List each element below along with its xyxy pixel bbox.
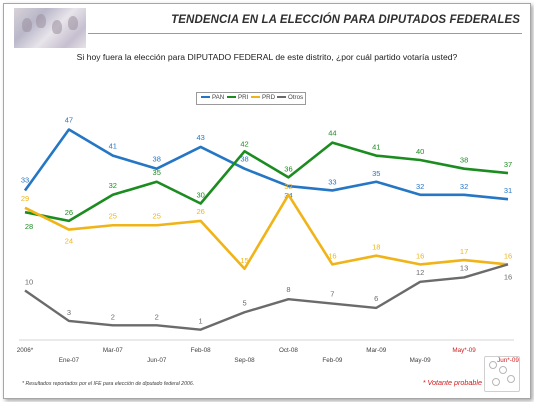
x-tick-jun-07: Jun-07 xyxy=(147,357,167,364)
legend-label-pri: PRI xyxy=(238,94,249,101)
legend-swatch-pan xyxy=(201,96,210,99)
data-label-pan-sep-08: 38 xyxy=(240,155,248,164)
title-underline xyxy=(88,33,522,34)
data-label-otros-ene-07: 3 xyxy=(67,308,71,317)
data-label-pri-may-09: 38 xyxy=(460,156,468,165)
x-tick-sep-08: Sep-08 xyxy=(234,357,255,364)
chart-title: TENDENCIA EN LA ELECCIÓN PARA DIPUTADOS … xyxy=(171,14,520,26)
legend-label-pan: PAN xyxy=(212,94,225,101)
data-label-pri-mar-09: 41 xyxy=(372,143,380,152)
data-label-pan-may-09: 32 xyxy=(416,182,424,191)
data-label-otros-feb-08: 1 xyxy=(199,317,203,326)
data-label-pri-mar-07: 32 xyxy=(109,181,117,190)
data-label-prd-jun-07: 25 xyxy=(153,211,161,220)
data-label-pri-jun-09: 37 xyxy=(504,160,512,169)
data-label-otros-2006: 10 xyxy=(25,278,33,287)
data-label-otros-oct-08: 8 xyxy=(286,285,290,294)
x-tick-feb-08: Feb-08 xyxy=(191,347,211,354)
x-tick-mar-09: Mar-09 xyxy=(366,347,386,354)
data-label-pri-oct-08: 36 xyxy=(284,164,292,173)
data-label-pan-jun-07: 38 xyxy=(153,155,161,164)
probable-voter-note: * Votante probable xyxy=(422,378,482,387)
data-label-pri-2006: 28 xyxy=(25,222,33,231)
data-label-prd-ene-07: 24 xyxy=(65,237,73,246)
data-label-pri-ene-07: 26 xyxy=(65,208,73,217)
slide-frame xyxy=(3,3,531,399)
data-label-pan-may-09: 32 xyxy=(460,182,468,191)
data-label-prd-mar-09: 18 xyxy=(372,243,380,252)
data-label-otros-jun-09: 16 xyxy=(504,272,512,281)
data-label-pan-ene-07: 47 xyxy=(65,116,73,125)
data-label-prd-feb-08: 26 xyxy=(196,207,204,216)
x-tick-jun-09: Jun*-09 xyxy=(497,357,519,364)
data-label-pri-feb-08: 30 xyxy=(196,191,204,200)
legend-swatch-pri xyxy=(227,96,236,99)
data-label-pan-feb-08: 43 xyxy=(196,133,204,142)
data-label-prd-feb-09: 16 xyxy=(328,251,336,260)
series-line-prd xyxy=(24,193,509,271)
data-label-otros-may-09: 12 xyxy=(416,268,424,277)
data-label-otros-mar-07: 2 xyxy=(111,312,115,321)
legend-item-pan: PAN xyxy=(201,94,224,101)
data-label-prd-mar-07: 25 xyxy=(109,211,117,220)
data-label-pri-feb-09: 44 xyxy=(328,129,336,138)
series-line-pri xyxy=(24,141,509,223)
legend-swatch-otros xyxy=(277,96,286,99)
series-line-otros xyxy=(24,263,509,331)
header-photo xyxy=(14,8,86,48)
data-label-prd-jun-09: 16 xyxy=(504,251,512,260)
data-label-otros-jun-07: 2 xyxy=(155,312,159,321)
data-label-prd-oct-08: 32 xyxy=(284,182,292,191)
legend-label-prd: PRD xyxy=(262,94,276,101)
chart-legend: PAN PRI PRD Otros xyxy=(196,92,306,105)
data-label-prd-may-09: 17 xyxy=(460,247,468,256)
legend-swatch-prd xyxy=(251,96,260,99)
data-label-pan-jun-09: 31 xyxy=(504,186,512,195)
data-label-prd-sep-08: 15 xyxy=(240,256,248,265)
x-tick-mar-07: Mar-07 xyxy=(103,347,123,354)
data-label-prd-2006: 29 xyxy=(21,194,29,203)
survey-question: Si hoy fuera la elección para DIPUTADO F… xyxy=(76,52,458,62)
series-line-pan xyxy=(23,128,509,201)
data-label-pri-sep-08: 42 xyxy=(240,139,248,148)
data-label-pri-jun-07: 35 xyxy=(153,168,161,177)
data-label-otros-may-09: 13 xyxy=(460,263,468,272)
legend-item-prd: PRD xyxy=(251,94,275,101)
x-tick-may-09: May*-09 xyxy=(452,347,476,354)
x-tick-may-09: May-09 xyxy=(410,357,431,364)
legend-label-otros: Otros xyxy=(288,94,304,101)
legend-item-otros: Otros xyxy=(277,94,303,101)
x-tick-2006: 2006* xyxy=(17,347,34,354)
legend-item-pri: PRI xyxy=(227,94,248,101)
data-label-pan-2006: 33 xyxy=(21,175,29,184)
data-label-otros-sep-08: 5 xyxy=(242,298,246,307)
data-label-otros-mar-09: 6 xyxy=(374,294,378,303)
data-label-pan-mar-07: 41 xyxy=(109,142,117,151)
x-tick-feb-09: Feb-09 xyxy=(322,357,342,364)
x-tick-ene-07: Ene-07 xyxy=(59,357,80,364)
data-label-pri-may-09: 40 xyxy=(416,147,424,156)
footnote: * Resultados reportados por el IFE para … xyxy=(22,381,195,387)
data-label-otros-feb-09: 7 xyxy=(330,290,334,299)
x-tick-oct-08: Oct-08 xyxy=(279,347,298,354)
data-label-pan-feb-09: 33 xyxy=(328,177,336,186)
data-label-prd-may-09: 16 xyxy=(416,251,424,260)
company-logo-stamp xyxy=(484,356,520,392)
data-label-pan-mar-09: 35 xyxy=(372,169,380,178)
